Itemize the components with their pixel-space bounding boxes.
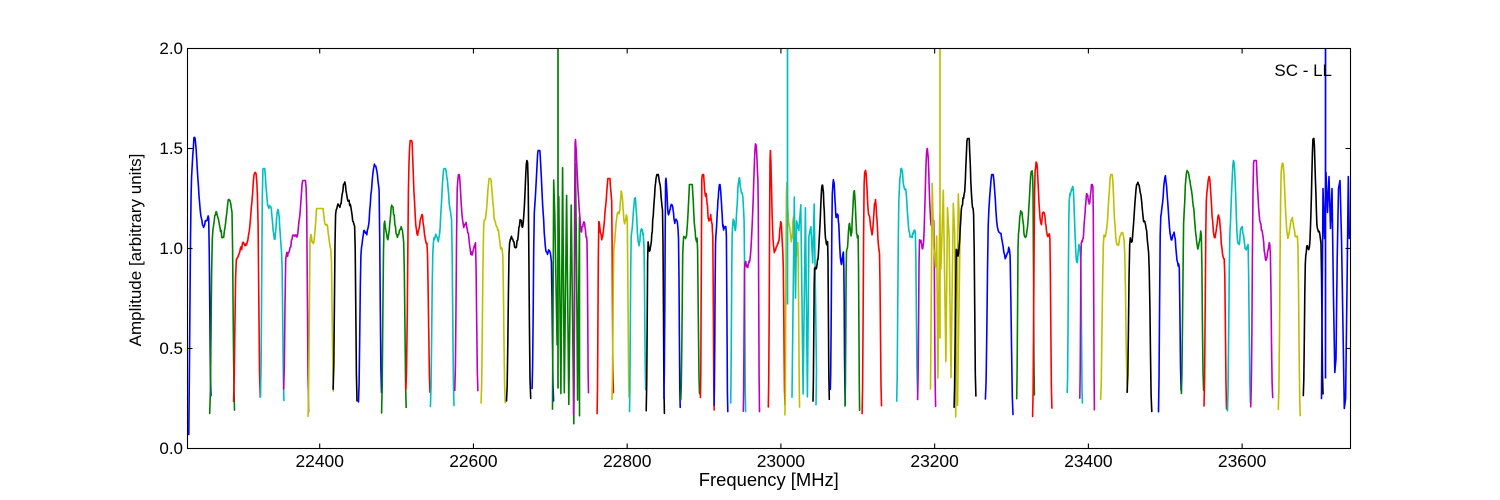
svg-text:22400: 22400 (296, 451, 344, 471)
svg-text:0.5: 0.5 (159, 339, 183, 358)
svg-text:2.0: 2.0 (159, 39, 183, 58)
svg-text:0.0: 0.0 (159, 439, 183, 458)
svg-text:22600: 22600 (449, 451, 497, 471)
svg-text:Frequency [MHz]: Frequency [MHz] (699, 469, 839, 490)
svg-text:23400: 23400 (1064, 451, 1112, 471)
svg-text:1.5: 1.5 (159, 139, 183, 158)
svg-text:22800: 22800 (603, 451, 651, 471)
svg-text:23200: 23200 (910, 451, 958, 471)
svg-text:SC - LL: SC - LL (1274, 61, 1332, 80)
svg-text:Amplitude [arbitrary units]: Amplitude [arbitrary units] (126, 154, 145, 347)
svg-text:1.0: 1.0 (159, 239, 183, 258)
svg-text:23000: 23000 (757, 451, 805, 471)
svg-text:23600: 23600 (1218, 451, 1266, 471)
